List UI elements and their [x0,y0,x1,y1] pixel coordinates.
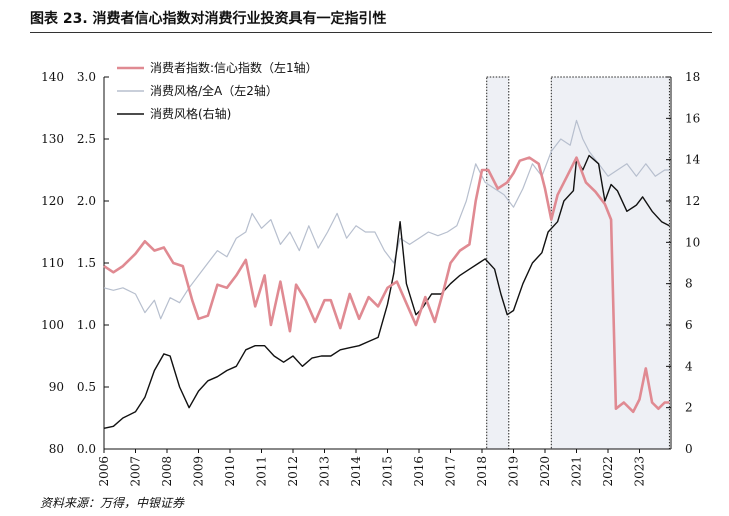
y-left2-tick-label: 0.5 [77,380,96,394]
x-tick-label: 2020 [538,456,552,487]
figure-title: 图表 23. 消费者信心指数对消费行业投资具有一定指引性 [30,11,387,27]
title-rule [30,32,712,33]
y-left2-tick-label: 1.5 [77,256,96,270]
y-left2-tick-label: 3.0 [77,70,96,84]
y-right-tick-label: 12 [685,194,700,208]
tick-labels: 80901001101201301400.00.51.01.52.02.53.0… [41,70,701,487]
x-tick-label: 2013 [318,456,332,487]
x-tick-label: 2022 [601,456,615,487]
series-line-right [103,154,670,429]
y-left1-tick-label: 90 [49,380,64,394]
x-tick-label: 2015 [381,456,395,487]
x-tick-label: 2018 [475,456,489,487]
y-right-tick-label: 16 [685,111,700,125]
shaded-region-1 [486,76,510,450]
x-tick-label: 2009 [192,456,206,487]
x-tick-label: 2008 [160,456,174,487]
y-left2-tick-label: 0.0 [77,442,96,456]
series-line-left2 [103,119,670,320]
figure-source: 资料来源：万得，中银证券 [40,496,185,510]
y-right-tick-label: 2 [685,401,693,415]
legend-label: 消费者指数:信心指数（左1轴） [150,60,318,75]
y-right-tick-label: 10 [685,235,700,249]
series-line-left1 [103,156,670,414]
x-tick-label: 2019 [507,456,521,487]
y-left1-tick-label: 110 [41,256,64,270]
y-left1-tick-label: 80 [49,442,64,456]
shaded-region-2 [550,76,670,450]
legend-label: 消费风格(右轴) [150,106,231,121]
y-right-tick-label: 14 [685,153,701,167]
y-left2-tick-label: 2.5 [77,132,96,146]
y-right-tick-label: 8 [685,277,693,291]
y-right-tick-label: 6 [685,318,693,332]
y-right-tick-label: 0 [685,442,693,456]
y-left2-tick-label: 2.0 [77,194,96,208]
x-tick-label: 2014 [349,456,363,487]
y-left1-tick-label: 140 [41,70,64,84]
y-left1-tick-label: 120 [41,194,64,208]
x-tick-label: 2006 [97,456,111,487]
legend: 消费者指数:信心指数（左1轴） 消费风格/全A（左2轴） 消费风格(右轴) [117,60,318,121]
x-tick-label: 2012 [286,456,300,487]
y-right-tick-label: 4 [685,359,693,373]
y-right-tick-label: 18 [685,70,700,84]
x-tick-label: 2010 [223,456,237,487]
y-left2-tick-label: 1.0 [77,318,96,332]
y-left1-tick-label: 100 [41,318,64,332]
shaded-regions [486,76,670,450]
x-tick-label: 2011 [255,456,269,487]
x-tick-label: 2007 [129,456,143,487]
y-left1-tick-label: 130 [41,132,64,146]
x-tick-label: 2023 [633,456,647,487]
series-lines [103,119,670,429]
x-tick-label: 2021 [570,456,584,487]
legend-label: 消费风格/全A（左2轴） [150,83,278,98]
x-tick-label: 2016 [412,456,426,487]
x-tick-label: 2017 [444,456,458,487]
